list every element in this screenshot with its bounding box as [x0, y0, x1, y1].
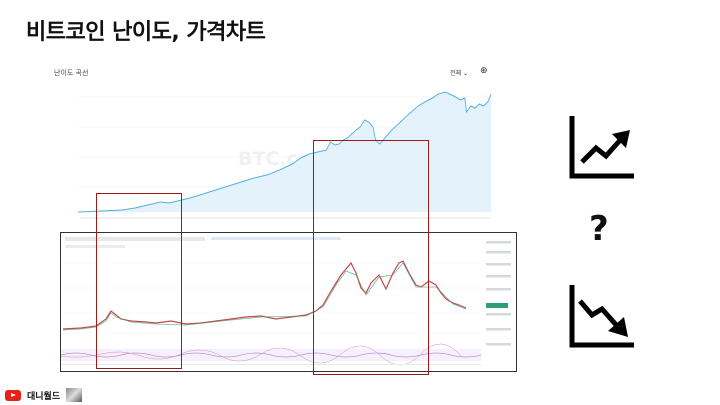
price-series [62, 260, 467, 330]
channel-name: 대니월드 [27, 391, 61, 402]
difficulty-chart: BTC.com [78, 91, 492, 219]
youtube-icon [5, 389, 21, 401]
highlight-box-left [96, 193, 182, 369]
price-chart [61, 233, 516, 371]
highlight-box-right [313, 140, 429, 375]
price-indicator-pane [61, 343, 482, 366]
price-gridlines [61, 262, 481, 334]
period-selector[interactable]: 전체 ⌄ [450, 70, 468, 77]
question-mark-icon: ? [589, 209, 609, 249]
difficulty-area [78, 92, 492, 212]
avatar [66, 388, 83, 402]
difficulty-chart-label: 난이도 곡선 [54, 69, 89, 77]
slide-title: 비트코인 난이도, 가격차트 [26, 20, 266, 45]
difficulty-line [78, 91, 492, 213]
price-chart-panel [60, 232, 517, 372]
zoom-search-icon[interactable]: ⊕ [480, 66, 488, 76]
trend-down-icon [569, 285, 634, 348]
difficulty-chart-panel: 난이도 곡선 전체 ⌄ ⊕ BTC.com [50, 62, 498, 228]
price-header [65, 237, 341, 248]
trend-up-icon [569, 116, 634, 179]
price-series-green [62, 262, 467, 331]
price-axis-labels [486, 241, 511, 346]
price-time-axis [61, 364, 481, 365]
channel-footer: 대니월드 [5, 387, 83, 403]
